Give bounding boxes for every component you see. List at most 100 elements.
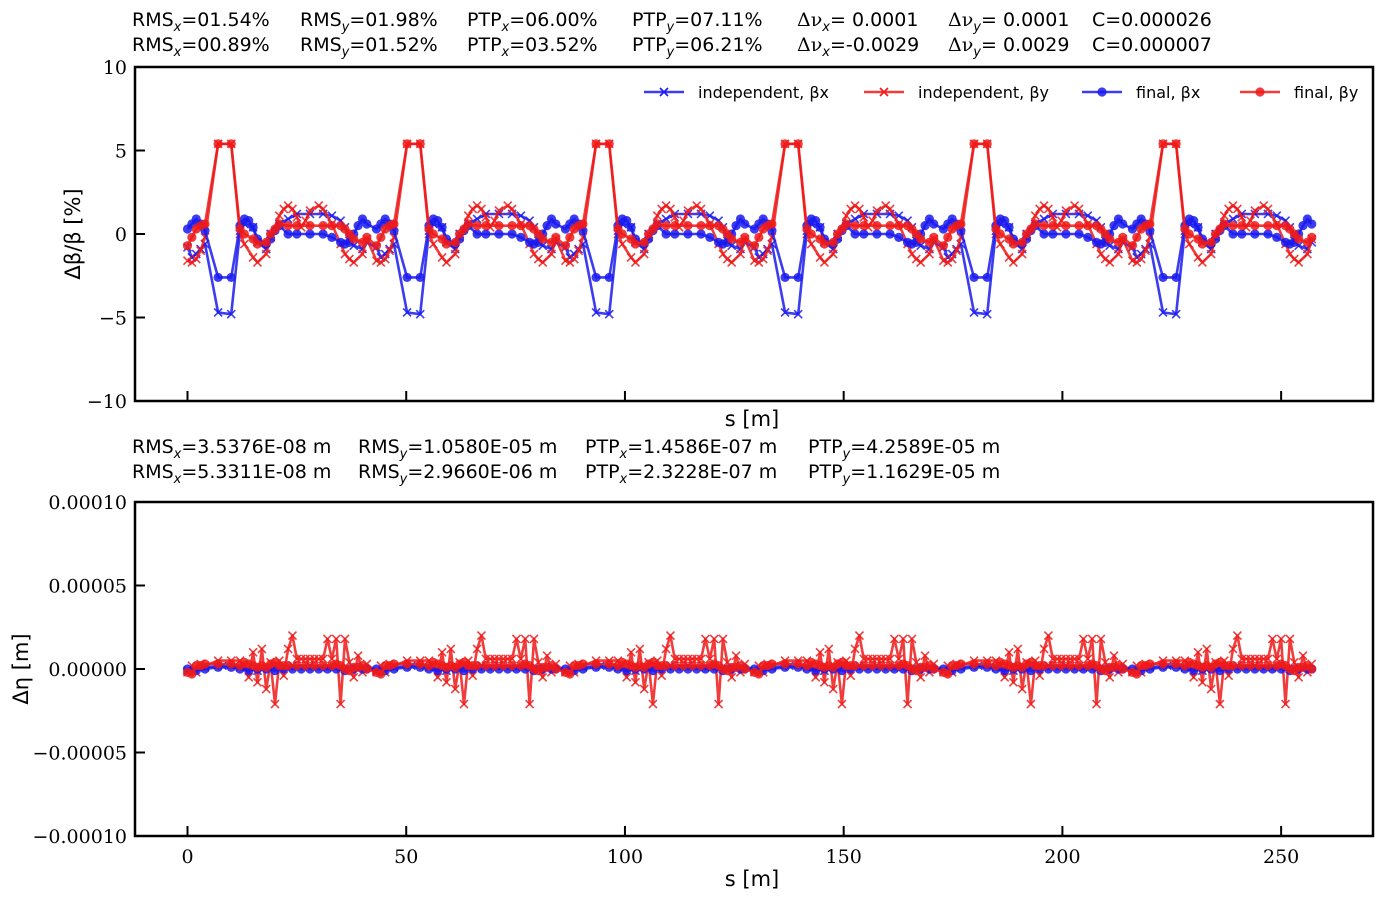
- data-point: [767, 659, 777, 669]
- data-point: [727, 234, 737, 244]
- data-point: [1250, 229, 1260, 239]
- data-point: [850, 229, 860, 239]
- data-point: [670, 229, 680, 239]
- data-point: [982, 139, 992, 149]
- data-point: [318, 654, 328, 664]
- bottom-stat-row1-rmsx: RMSx=3.5376E-08 m: [132, 436, 331, 462]
- data-point: [898, 634, 908, 644]
- data-point: [283, 214, 293, 224]
- data-point: [956, 219, 966, 229]
- data-point: [1224, 671, 1234, 681]
- y-tick-label: 0.00005: [48, 576, 127, 598]
- y-axis-label: Δη [m]: [9, 633, 33, 704]
- data-point: [1074, 654, 1084, 664]
- data-point: [327, 221, 337, 231]
- series-group: [182, 631, 1317, 709]
- data-point: [441, 257, 452, 267]
- data-point: [376, 669, 386, 679]
- data-point: [780, 659, 790, 669]
- data-point: [248, 222, 258, 232]
- data-point: [902, 699, 913, 709]
- data-point: [824, 644, 834, 654]
- bottom-stat-row1-ptpx: PTPx=1.4586E-07 m: [585, 436, 777, 462]
- data-point: [1039, 221, 1049, 231]
- data-point: [754, 232, 764, 242]
- dispersion-panel: −0.00010 −0.00005 0.00000 0.00005 0.00010 0 50…: [9, 492, 1375, 891]
- data-point: [604, 139, 614, 149]
- data-point: [854, 631, 864, 641]
- data-point: [565, 669, 575, 679]
- data-point: [907, 634, 917, 644]
- data-point: [731, 651, 741, 661]
- data-point: [385, 246, 395, 256]
- data-point: [1158, 307, 1168, 318]
- data-point: [811, 672, 821, 682]
- data-point: [767, 219, 777, 229]
- data-point: [819, 239, 830, 249]
- data-point: [1184, 229, 1194, 239]
- data-point: [850, 221, 860, 231]
- data-point: [516, 221, 526, 231]
- data-point: [1158, 139, 1168, 149]
- data-point: [1000, 672, 1010, 682]
- series-group: [182, 139, 1317, 319]
- y-tick-label: 5: [115, 141, 127, 163]
- data-point: [511, 634, 522, 644]
- y-tick-label: 10: [103, 57, 127, 79]
- data-point: [318, 661, 328, 671]
- data-point: [498, 661, 508, 671]
- data-point: [885, 204, 895, 214]
- data-point: [380, 254, 390, 264]
- data-point: [591, 659, 601, 669]
- top-stat-row1-ptpx: PTPx=06.00%: [467, 9, 598, 35]
- data-point: [916, 257, 926, 267]
- data-point: [1307, 232, 1317, 242]
- data-point: [841, 219, 851, 229]
- data-point: [876, 661, 886, 671]
- data-point: [213, 659, 223, 669]
- x-axis-label: s [m]: [725, 867, 779, 891]
- data-point: [1118, 232, 1128, 242]
- data-point: [516, 232, 526, 242]
- data-point: [872, 206, 882, 216]
- data-point: [578, 219, 588, 229]
- legend-entry: final, βx: [1136, 83, 1200, 102]
- data-point: [441, 677, 452, 687]
- data-point: [1105, 234, 1115, 244]
- data-point: [1008, 677, 1018, 687]
- data-point: [1206, 237, 1216, 247]
- data-point: [1250, 206, 1260, 216]
- data-point: [1202, 644, 1212, 654]
- data-point: [305, 221, 315, 231]
- data-point: [542, 651, 552, 661]
- data-point: [1215, 699, 1225, 709]
- data-point: [885, 229, 895, 239]
- data-point: [1017, 249, 1027, 259]
- data-point: [591, 272, 601, 283]
- data-point: [687, 661, 697, 671]
- data-point: [318, 229, 328, 239]
- data-point: [780, 307, 790, 318]
- data-point: [261, 684, 271, 694]
- bottom-stat-row2-ptpx: PTPx=2.3228E-07 m: [585, 461, 777, 487]
- data-point: [1140, 246, 1151, 256]
- data-point: [437, 647, 447, 657]
- data-point: [828, 249, 838, 259]
- data-point: [696, 229, 706, 239]
- data-point: [648, 699, 658, 709]
- data-point: [969, 139, 979, 149]
- data-point: [551, 219, 561, 229]
- data-point: [433, 672, 443, 682]
- data-point: [885, 654, 895, 664]
- y-axis-label: Δβ/β [%]: [61, 188, 85, 279]
- data-point: [1228, 661, 1238, 671]
- x-tick-label: 250: [1263, 846, 1299, 868]
- data-point: [639, 249, 649, 259]
- data-point: [854, 204, 864, 214]
- data-point: [749, 241, 760, 251]
- data-point: [565, 232, 575, 242]
- y-tick-label: 0.00010: [48, 492, 127, 514]
- data-point: [1158, 659, 1168, 669]
- data-point: [731, 221, 741, 231]
